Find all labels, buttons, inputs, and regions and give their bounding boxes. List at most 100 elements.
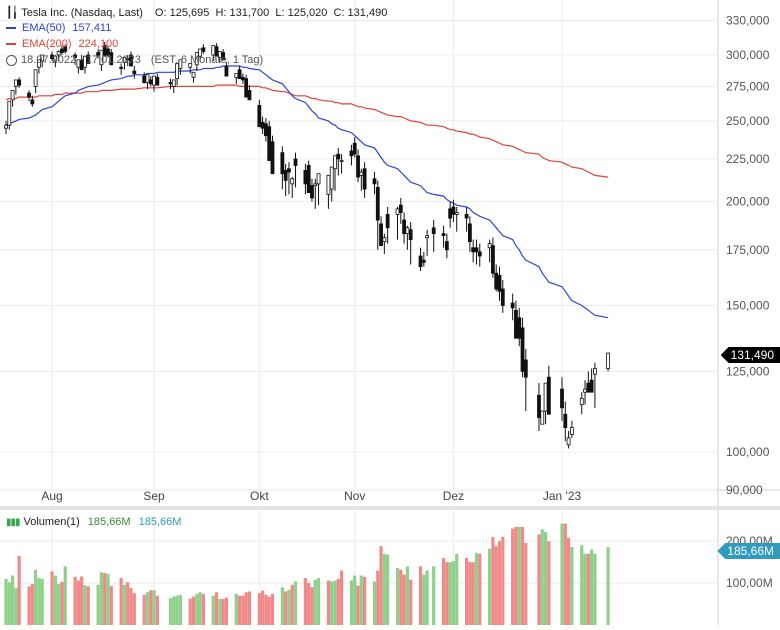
candle: [349, 144, 354, 166]
candle-body: [514, 309, 518, 339]
candle: [326, 174, 331, 209]
candle: [240, 73, 245, 84]
candle: [583, 380, 587, 405]
candle-body: [448, 208, 453, 219]
volume-bar: [284, 591, 288, 625]
date-range: 18.07.2022 - 17.01.2023: [21, 54, 141, 66]
legend-ema50[interactable]: EMA(50) 157,411: [6, 22, 111, 34]
volume-value-1: 185,66M: [87, 516, 131, 528]
candle-body: [408, 229, 413, 240]
volume-bar: [155, 595, 159, 625]
volume-bar: [30, 583, 34, 625]
candle: [37, 59, 41, 74]
candle: [30, 95, 35, 107]
candle: [280, 146, 285, 190]
volume-bar: [201, 593, 205, 625]
candle: [329, 166, 334, 202]
volume-bar: [99, 572, 104, 625]
ema200-line: [5, 84, 609, 178]
candle-body: [168, 82, 173, 85]
volume-bar: [333, 580, 337, 625]
volume-bar: [330, 581, 334, 625]
volume-bar: [395, 567, 400, 625]
candle-body: [293, 158, 298, 166]
candle: [178, 59, 183, 75]
candle: [500, 279, 505, 313]
ema200-layer: [5, 84, 609, 178]
candle: [7, 100, 12, 130]
volume-bar: [583, 553, 587, 625]
candle: [491, 237, 495, 278]
candle-body: [109, 52, 114, 66]
candle-body: [523, 359, 528, 378]
candle: [148, 76, 153, 87]
volume-bar: [106, 573, 110, 625]
volume-bar: [451, 561, 456, 625]
candle-body: [224, 65, 229, 77]
candle: [382, 233, 387, 254]
volume-tick-label: 100,00M: [726, 576, 773, 590]
volume-bar: [145, 592, 150, 625]
candle-body: [467, 223, 472, 243]
time-tick-label: Nov: [344, 489, 365, 503]
price-tick-label: 275,000: [726, 79, 770, 93]
candle: [168, 78, 173, 90]
candle-body: [171, 79, 176, 87]
volume-bar: [471, 562, 475, 625]
volume-bar: [109, 586, 113, 625]
ema200-value: 224,100: [78, 38, 119, 50]
candle: [336, 147, 341, 176]
candle-body: [73, 54, 77, 58]
candle-body: [270, 141, 275, 175]
candle: [606, 352, 610, 372]
volume-header: ▮▮▮ Volumen(1) 185,66M 185,66M: [6, 516, 181, 528]
volume-bar: [336, 578, 340, 625]
volume-bar: [247, 591, 252, 625]
volume-bar: [218, 599, 222, 625]
price-tick-label: 330,000: [726, 14, 770, 28]
candle: [63, 44, 68, 54]
candles-layer: [4, 41, 610, 449]
candle: [244, 74, 249, 98]
candle-body: [13, 79, 18, 87]
candle-body: [191, 71, 196, 78]
candle: [27, 90, 31, 102]
candle-body: [33, 69, 38, 87]
candle-body: [510, 302, 515, 309]
candle-body: [221, 52, 226, 61]
candle: [129, 51, 133, 67]
volume-bar: [214, 592, 219, 625]
volume-bar: [287, 589, 291, 625]
volume-bar: [4, 578, 8, 625]
candle: [379, 216, 383, 247]
legend-ema200[interactable]: EMA(200) 224,100: [6, 38, 118, 50]
candle: [441, 225, 446, 248]
candle-body: [175, 63, 179, 80]
candle: [451, 199, 456, 222]
pane-separator: [0, 506, 780, 510]
volume-bar: [563, 523, 567, 625]
time-tick-label: Jan '23: [543, 489, 582, 503]
volume-bar: [172, 596, 176, 625]
candle: [421, 251, 426, 267]
candle-body: [560, 388, 564, 409]
volume-bar: [27, 586, 31, 625]
candle: [13, 79, 18, 95]
volume-bar: [76, 580, 80, 625]
candle: [313, 178, 318, 209]
volume-bar: [244, 592, 248, 625]
candle-body: [362, 168, 367, 190]
candle: [17, 77, 22, 88]
ema50-label: EMA(50): [22, 22, 66, 34]
candle-body: [303, 169, 308, 185]
candle-body: [237, 69, 242, 80]
volume-bar: [494, 546, 498, 625]
ema50-layer: [5, 65, 609, 319]
volume-bar: [267, 596, 271, 625]
candle-body: [40, 54, 45, 62]
candle-body: [543, 382, 548, 412]
candle: [145, 74, 150, 90]
candle: [264, 118, 268, 142]
candle: [152, 75, 156, 92]
candle-body: [593, 368, 597, 375]
